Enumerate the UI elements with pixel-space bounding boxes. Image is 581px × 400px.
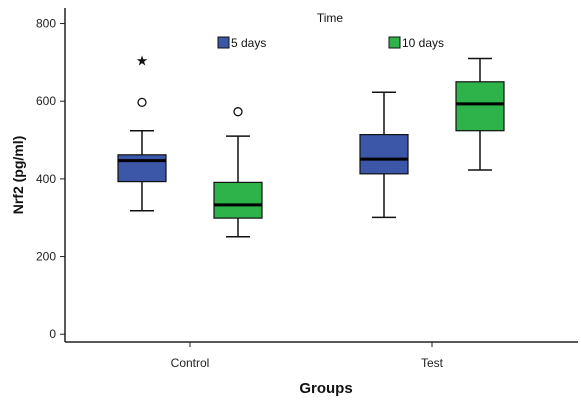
legend-swatch (388, 36, 401, 49)
legend-swatch (217, 36, 230, 49)
legend-label: 5 days (231, 36, 266, 50)
y-tick-label: 200 (36, 250, 56, 264)
box-iqr (359, 134, 409, 175)
box-10-days-control (213, 107, 263, 238)
y-tick-label: 0 (49, 327, 56, 341)
x-axis-ticks: Control Test (171, 342, 444, 370)
axes (64, 8, 578, 343)
y-tick-label: 600 (36, 94, 56, 108)
legend: Time 5 days 10 days (217, 11, 444, 50)
y-tick-label: 800 (36, 17, 56, 31)
box-iqr (117, 154, 167, 183)
x-tick-label: Test (421, 356, 444, 370)
x-tick-label: Control (171, 356, 210, 370)
box-5-days-control: ★ (117, 53, 167, 212)
box-10-days-test (455, 57, 505, 171)
legend-title: Time (317, 11, 344, 25)
outlier-circle (137, 97, 147, 108)
x-axis-title: Groups (299, 380, 352, 397)
extreme-outlier-star: ★ (136, 53, 149, 69)
y-tick-label: 400 (36, 172, 56, 186)
box-series: ★ (117, 53, 505, 238)
box-iqr (213, 181, 263, 219)
box-iqr (455, 81, 505, 132)
outlier-circle (233, 107, 243, 117)
box-5-days-test (359, 91, 409, 219)
y-axis-ticks: 0 200 400 600 800 (36, 17, 65, 341)
y-axis-title: Nrf2 (pg/ml) (10, 136, 26, 215)
legend-label: 10 days (402, 36, 444, 50)
